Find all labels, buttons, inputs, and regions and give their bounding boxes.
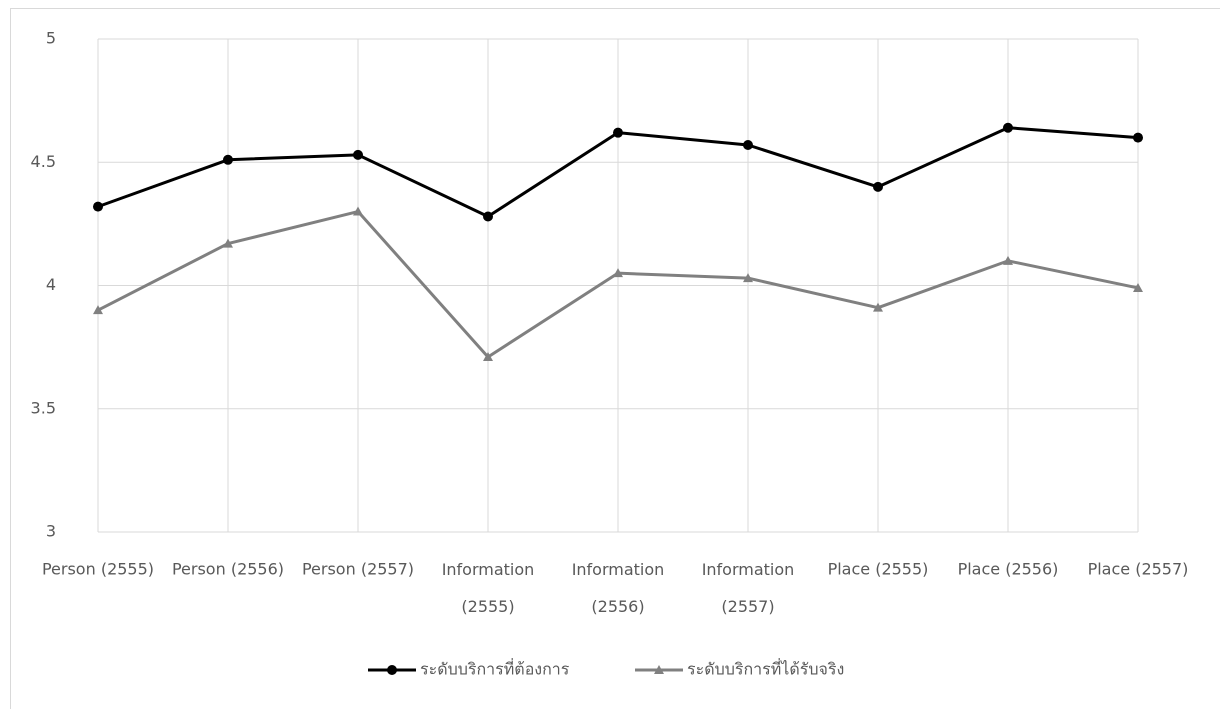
- y-tick-label: 4: [46, 275, 56, 294]
- y-tick-label: 3: [46, 522, 56, 541]
- y-tick-label: 4.5: [31, 152, 56, 171]
- legend-label: ระดับบริการที่ต้องการ: [420, 658, 570, 679]
- x-tick-label-line: (2557): [721, 597, 774, 616]
- x-tick-label-line: Information: [442, 560, 535, 579]
- point: [353, 149, 363, 160]
- legend-marker: [654, 665, 664, 674]
- point: [223, 154, 233, 165]
- x-tick-label: Place (2557): [1088, 560, 1189, 579]
- x-tick-label-line: (2555): [461, 597, 514, 616]
- x-tick-label: Person (2555): [42, 560, 154, 579]
- x-tick-label: Information (2556): [572, 560, 665, 616]
- x-tick-label: Person (2557): [302, 560, 414, 579]
- point: [353, 206, 363, 216]
- point: [93, 305, 103, 315]
- point: [483, 211, 493, 222]
- x-tick-label: Person (2556): [172, 560, 284, 579]
- point: [1003, 255, 1013, 265]
- point: [1133, 132, 1143, 143]
- x-tick-label: Information (2555): [442, 560, 535, 616]
- point: [1003, 122, 1013, 133]
- point: [613, 268, 623, 278]
- y-tick-label: 3.5: [31, 398, 56, 417]
- point: [483, 351, 493, 361]
- x-tick-label: Place (2555): [828, 560, 929, 579]
- point: [1133, 282, 1143, 292]
- x-tick-label-line: Information: [572, 560, 665, 579]
- point: [873, 302, 883, 312]
- x-tick-label: Place (2556): [958, 560, 1059, 579]
- point: [743, 139, 753, 150]
- point: [613, 127, 623, 138]
- point: [873, 181, 883, 192]
- legend-marker: [387, 665, 397, 675]
- x-tick-label-line: (2556): [591, 597, 644, 616]
- point: [223, 238, 233, 248]
- chart-border: [10, 8, 1220, 709]
- point: [743, 273, 753, 283]
- point: [93, 201, 103, 212]
- y-tick-label: 5: [46, 29, 56, 48]
- x-tick-label: Information (2557): [702, 560, 795, 616]
- legend-label: ระดับบริการที่ได้รับจริง: [687, 658, 844, 679]
- x-tick-label-line: Information: [702, 560, 795, 579]
